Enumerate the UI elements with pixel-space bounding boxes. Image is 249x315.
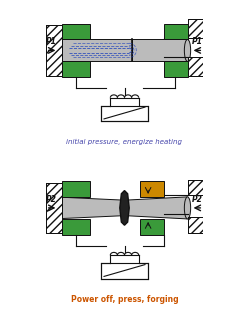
Text: Power off, press, forging: Power off, press, forging bbox=[71, 295, 178, 304]
Bar bbox=[62, 24, 90, 39]
Bar bbox=[46, 183, 62, 233]
Bar bbox=[140, 219, 164, 235]
Bar bbox=[54, 39, 132, 61]
Text: initial pressure, energize heating: initial pressure, energize heating bbox=[66, 139, 183, 145]
Bar bbox=[132, 39, 187, 61]
Bar bbox=[187, 217, 203, 233]
Bar bbox=[46, 25, 62, 76]
Ellipse shape bbox=[184, 39, 191, 61]
Polygon shape bbox=[128, 197, 187, 219]
Bar bbox=[101, 263, 148, 279]
Bar bbox=[46, 25, 62, 76]
Bar bbox=[140, 181, 164, 197]
Ellipse shape bbox=[51, 39, 57, 61]
Bar bbox=[164, 61, 187, 77]
Bar bbox=[101, 106, 148, 121]
Bar bbox=[164, 24, 187, 39]
Bar bbox=[187, 57, 203, 76]
Bar bbox=[62, 61, 90, 77]
Bar bbox=[62, 181, 90, 197]
Bar bbox=[62, 219, 90, 235]
Bar bbox=[187, 180, 203, 195]
Text: P1: P1 bbox=[192, 37, 203, 46]
Text: P2: P2 bbox=[46, 195, 57, 204]
Ellipse shape bbox=[51, 197, 57, 219]
Polygon shape bbox=[120, 191, 129, 225]
Bar bbox=[46, 183, 62, 233]
Ellipse shape bbox=[184, 197, 191, 219]
Bar bbox=[187, 57, 203, 76]
Bar bbox=[187, 217, 203, 233]
Bar bbox=[187, 19, 203, 38]
Polygon shape bbox=[54, 197, 121, 219]
Bar bbox=[187, 19, 203, 38]
Text: P2: P2 bbox=[192, 195, 203, 204]
Bar bbox=[187, 180, 203, 195]
Text: P1: P1 bbox=[46, 37, 57, 46]
